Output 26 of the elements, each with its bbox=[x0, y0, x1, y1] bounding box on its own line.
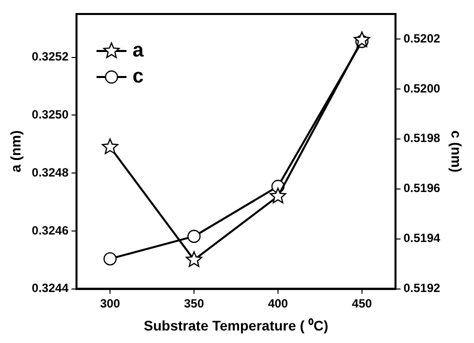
y2-tick-label: 0.5194 bbox=[403, 231, 441, 246]
y2-tick-label: 0.5202 bbox=[403, 31, 441, 46]
point bbox=[354, 31, 370, 48]
y2-tick-label: 0.5198 bbox=[403, 131, 441, 146]
x-tick-label: 300 bbox=[100, 296, 120, 310]
point bbox=[270, 188, 286, 204]
y2-axis-title: c (nm) bbox=[448, 130, 465, 172]
legend-label: a bbox=[132, 40, 145, 62]
x-axis-title: Substrate Temperature ( ⁰C) bbox=[144, 317, 328, 334]
x-tick-label: 450 bbox=[352, 296, 372, 310]
point bbox=[103, 252, 117, 266]
y-tick-label: 0.3246 bbox=[32, 223, 69, 238]
y-tick-label: 0.3252 bbox=[32, 50, 69, 64]
y-axis-title: a (nm) bbox=[7, 130, 24, 172]
y-tick-label: 0.3244 bbox=[32, 281, 69, 296]
y2-tick-label: 0.5200 bbox=[403, 81, 441, 96]
y-tick-label: 0.3248 bbox=[32, 165, 69, 180]
legend-label: c bbox=[132, 66, 144, 88]
point bbox=[187, 230, 201, 243]
point bbox=[102, 138, 118, 154]
x-tick-label: 350 bbox=[184, 296, 204, 310]
y2-tick-label: 0.5196 bbox=[403, 181, 441, 196]
point bbox=[186, 251, 202, 267]
y2-tick-label: 0.5192 bbox=[403, 281, 441, 296]
y-tick-label: 0.3250 bbox=[32, 108, 69, 122]
x-tick-label: 400 bbox=[268, 296, 288, 310]
